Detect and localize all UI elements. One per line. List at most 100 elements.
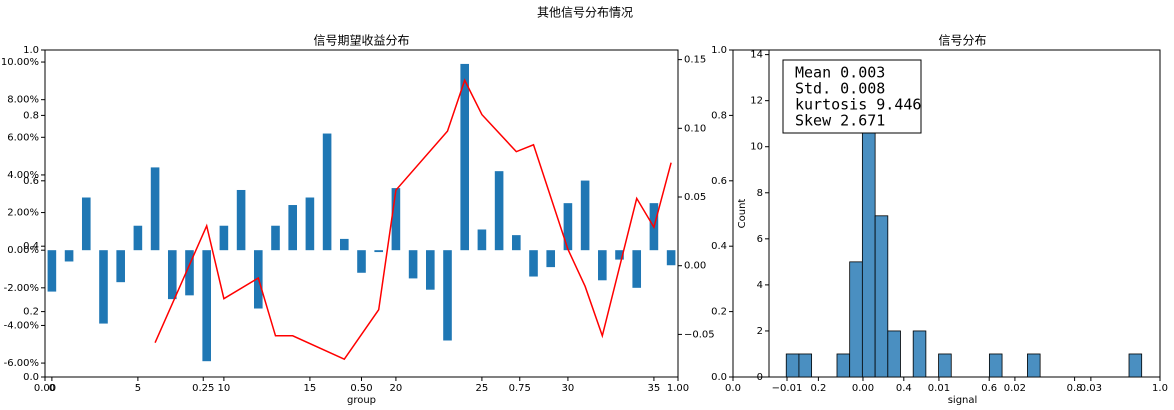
bar	[563, 203, 573, 251]
y-tick-label: 0.2	[23, 307, 39, 318]
bar	[357, 250, 366, 273]
y-tick-label: 0.00	[684, 261, 706, 272]
bar	[64, 250, 74, 262]
bar	[512, 235, 521, 251]
y-tick-label: 6	[757, 234, 763, 245]
x-tick-label: 10	[218, 383, 231, 394]
bar	[580, 180, 590, 251]
x-tick-label: 25	[476, 383, 489, 394]
hist-bar	[887, 330, 901, 378]
bar	[426, 250, 435, 290]
y-tick-label: 0.0	[711, 372, 727, 383]
y-axis-label: Count	[737, 199, 748, 229]
y-tick-label: 0.4	[711, 241, 727, 252]
x-tick-label: 0.50	[350, 383, 372, 394]
y-tick-label: 0.6	[711, 176, 727, 187]
y-tick-label: 0.2	[711, 307, 727, 318]
x-tick-label: 0.0	[725, 383, 741, 394]
x-tick-label: 35	[648, 383, 661, 394]
y-tick-label: 1.0	[711, 45, 727, 56]
bar	[391, 188, 401, 251]
bar	[460, 63, 470, 251]
hist-bar	[1027, 353, 1041, 378]
bar	[167, 250, 177, 300]
x-tick-label: 0.75	[509, 383, 531, 394]
hist-bar	[912, 330, 927, 378]
bar	[271, 225, 280, 251]
x-tick-label: 1.00	[667, 383, 689, 394]
bar	[339, 238, 349, 251]
stats-text: Mean 0.003	[795, 64, 885, 82]
x-tick-label: 0.6	[981, 383, 997, 394]
hist-bar	[798, 353, 813, 378]
y-tick-label: 0.8	[711, 110, 727, 121]
y-tick-label: 8.00%	[7, 95, 39, 106]
x-tick-label: 5	[135, 383, 141, 394]
y-tick-label: 0.15	[684, 55, 706, 66]
y-tick-label: 0.4	[23, 241, 39, 252]
bar	[529, 250, 538, 277]
x-tick-label: 0.00	[852, 383, 874, 394]
bar	[219, 225, 229, 251]
hist-bar	[988, 353, 1003, 378]
stats-text: Std. 0.008	[795, 80, 885, 98]
hist-bar	[874, 215, 889, 378]
hist-bar	[849, 261, 863, 378]
bar	[116, 250, 125, 283]
x-tick-label: 0.8	[1067, 383, 1083, 394]
x-axis-label: group	[347, 395, 376, 406]
stats-box	[782, 59, 922, 134]
bar	[408, 250, 418, 279]
x-tick-label: 0.25	[192, 383, 214, 394]
y-tick-label: −0.05	[684, 329, 715, 340]
x-tick-label: −0.01	[772, 383, 803, 394]
line	[154, 78, 672, 361]
bar	[99, 250, 108, 324]
suptitle: 其他信号分布情况	[537, 6, 633, 20]
y-tick-label: 4.00%	[7, 170, 39, 181]
bar	[494, 171, 504, 251]
y-tick-label: 6.00%	[7, 132, 39, 143]
x-axis-label: signal	[948, 395, 978, 406]
bar	[236, 189, 246, 251]
axes-title: 信号分布	[938, 34, 986, 48]
bar	[133, 225, 143, 251]
y-tick-label: 0.05	[684, 192, 706, 203]
y-tick-label: 10.00%	[1, 57, 39, 68]
bar	[477, 229, 487, 251]
stats-text: Skew 2.671	[795, 112, 885, 130]
bar	[632, 250, 642, 288]
x-tick-label: 1.0	[1152, 383, 1168, 394]
y-tick-label: 0.00%	[7, 245, 39, 256]
y-tick-label: 0.10	[684, 123, 706, 134]
bar	[322, 133, 332, 251]
x-tick-label: 0.03	[1080, 383, 1102, 394]
y-tick-label: 0	[757, 372, 763, 383]
bar	[185, 250, 194, 296]
y-tick-label: 0.0	[23, 372, 39, 383]
bar	[615, 250, 624, 260]
y-tick-label: 4	[757, 280, 763, 291]
axes-title: 信号期望收益分布	[313, 34, 409, 48]
y-tick-label: 0.6	[23, 176, 39, 187]
y-tick-label: 10	[750, 142, 763, 153]
x-tick-label: 30	[562, 383, 575, 394]
y-tick-label: 0.8	[23, 110, 39, 121]
y-tick-label: 12	[750, 96, 763, 107]
hist-bar	[1128, 353, 1143, 378]
hist-bar	[785, 353, 800, 378]
bar	[305, 197, 315, 251]
bar	[47, 250, 57, 292]
hist-bar	[836, 353, 851, 378]
x-tick-label: 15	[304, 383, 317, 394]
bar	[202, 250, 211, 362]
bar	[546, 250, 556, 268]
stats-text: kurtosis 9.446	[795, 96, 921, 114]
y-tick-label: 14	[750, 50, 763, 61]
bar	[666, 250, 676, 266]
bar	[150, 167, 160, 251]
y-tick-label: 1.0	[23, 45, 39, 56]
x-tick-label: 0.4	[896, 383, 912, 394]
y-tick-label: 2.00%	[7, 208, 39, 219]
